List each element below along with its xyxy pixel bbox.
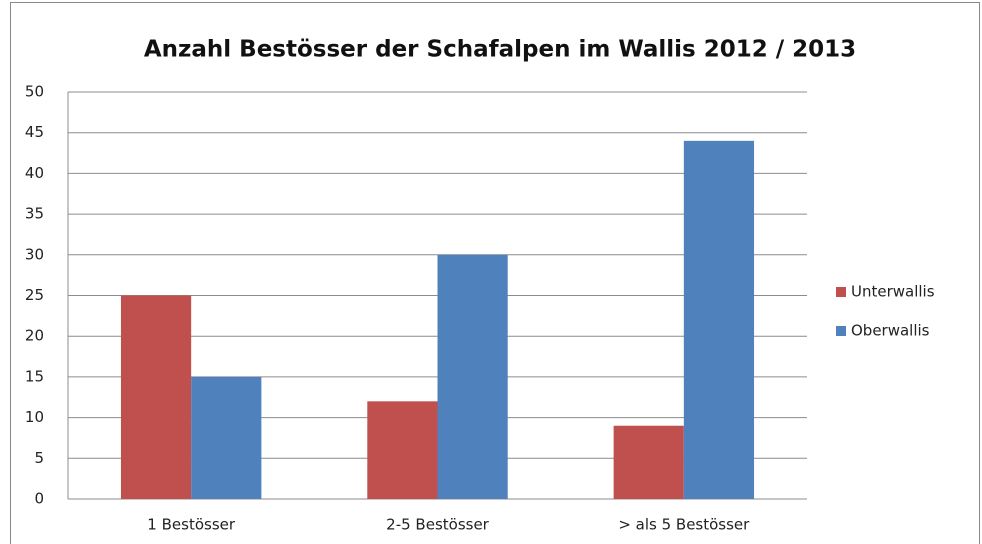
y-tick-label: 15	[25, 367, 44, 385]
x-tick-label: > als 5 Bestösser	[618, 516, 750, 534]
chart-title: Anzahl Bestösser der Schafalpen im Walli…	[144, 37, 856, 63]
y-tick-label: 5	[34, 449, 44, 467]
bar	[437, 254, 508, 499]
legend-label: Oberwallis	[851, 322, 930, 340]
y-tick-label: 0	[34, 490, 44, 508]
bar	[120, 295, 192, 499]
bar	[367, 401, 438, 499]
legend-swatch	[836, 287, 846, 297]
y-tick-label: 20	[25, 327, 44, 345]
bar	[191, 376, 262, 499]
x-tick-label: 1 Bestösser	[147, 516, 236, 534]
y-tick-label: 10	[25, 408, 44, 426]
bar	[613, 425, 684, 499]
bar	[683, 140, 755, 499]
y-tick-label: 45	[25, 123, 44, 141]
y-tick-label: 50	[25, 83, 44, 101]
y-tick-label: 30	[25, 245, 44, 263]
y-tick-label: 40	[25, 164, 44, 182]
legend-swatch	[836, 326, 846, 336]
y-tick-label: 25	[25, 286, 44, 304]
y-tick-label: 35	[25, 205, 44, 223]
legend-label: Unterwallis	[851, 283, 935, 301]
x-tick-label: 2-5 Bestösser	[386, 516, 490, 534]
